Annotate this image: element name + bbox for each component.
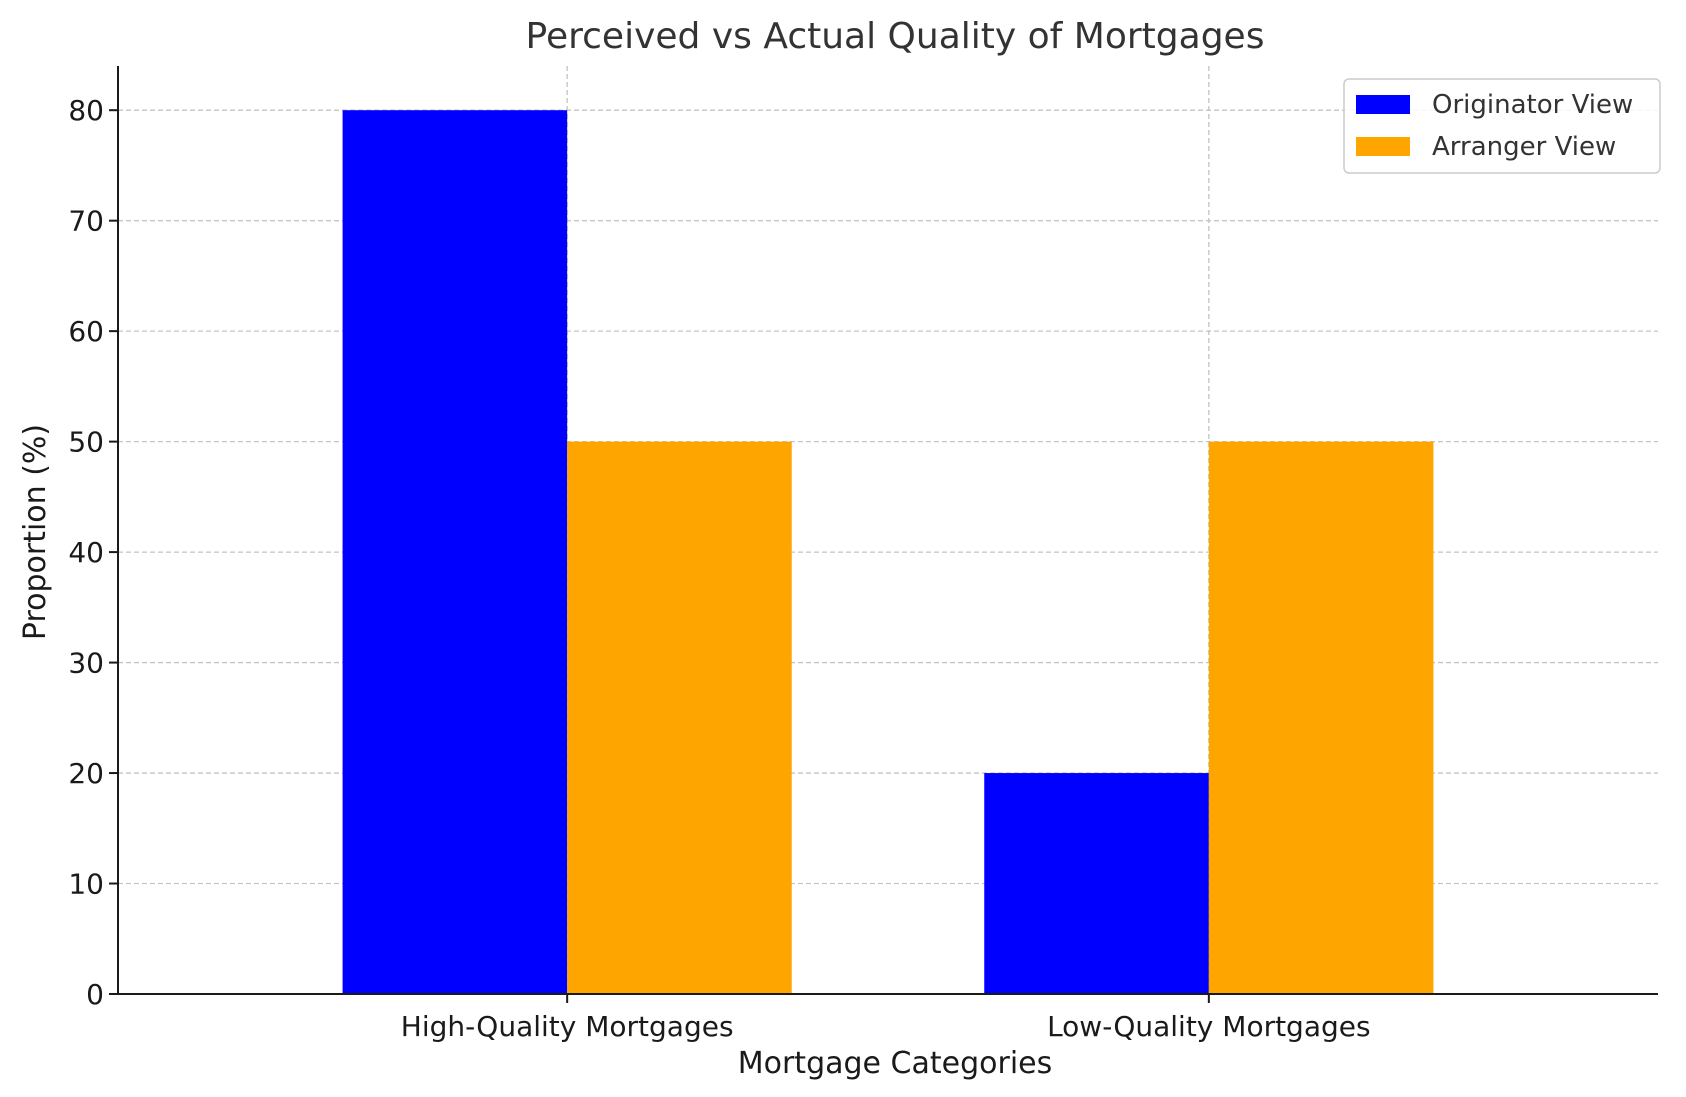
y-tick-label: 20 bbox=[68, 757, 104, 790]
legend-frame bbox=[1343, 78, 1661, 174]
x-ticks: High-Quality Mortgages Low-Quality Mortga… bbox=[401, 994, 1371, 1043]
y-tick-label: 70 bbox=[68, 205, 104, 238]
y-tick-label: 60 bbox=[68, 315, 104, 348]
legend-swatch-arranger-view bbox=[1356, 137, 1410, 156]
y-tick-label: 80 bbox=[68, 94, 104, 127]
legend-label-arranger-view: Arranger View bbox=[1432, 132, 1616, 162]
y-ticks: 0 10 20 30 40 50 60 70 80 bbox=[68, 94, 118, 1011]
legend: Originator View Arranger View bbox=[1343, 78, 1661, 174]
bar-arranger-view bbox=[567, 441, 792, 995]
bar-originator-view bbox=[342, 110, 568, 994]
y-tick-label: 40 bbox=[68, 536, 104, 569]
y-axis-title: Proportion (%) bbox=[18, 424, 53, 640]
legend-swatch-originator-view bbox=[1356, 95, 1410, 114]
y-tick-label: 0 bbox=[86, 978, 104, 1011]
x-tick-label: Low-Quality Mortgages bbox=[1047, 1010, 1371, 1043]
bar-originator-view bbox=[984, 773, 1209, 994]
chart-title: Perceived vs Actual Quality of Mortgages bbox=[526, 16, 1265, 57]
y-tick-label: 10 bbox=[68, 868, 104, 901]
bar-arranger-view bbox=[1208, 441, 1434, 995]
x-tick-label: High-Quality Mortgages bbox=[401, 1010, 734, 1043]
y-tick-label: 30 bbox=[68, 647, 104, 680]
y-tick-label: 50 bbox=[68, 426, 104, 459]
legend-label-originator-view: Originator View bbox=[1432, 90, 1633, 120]
x-axis-title: Mortgage Categories bbox=[738, 1046, 1053, 1081]
bars bbox=[342, 110, 1434, 995]
